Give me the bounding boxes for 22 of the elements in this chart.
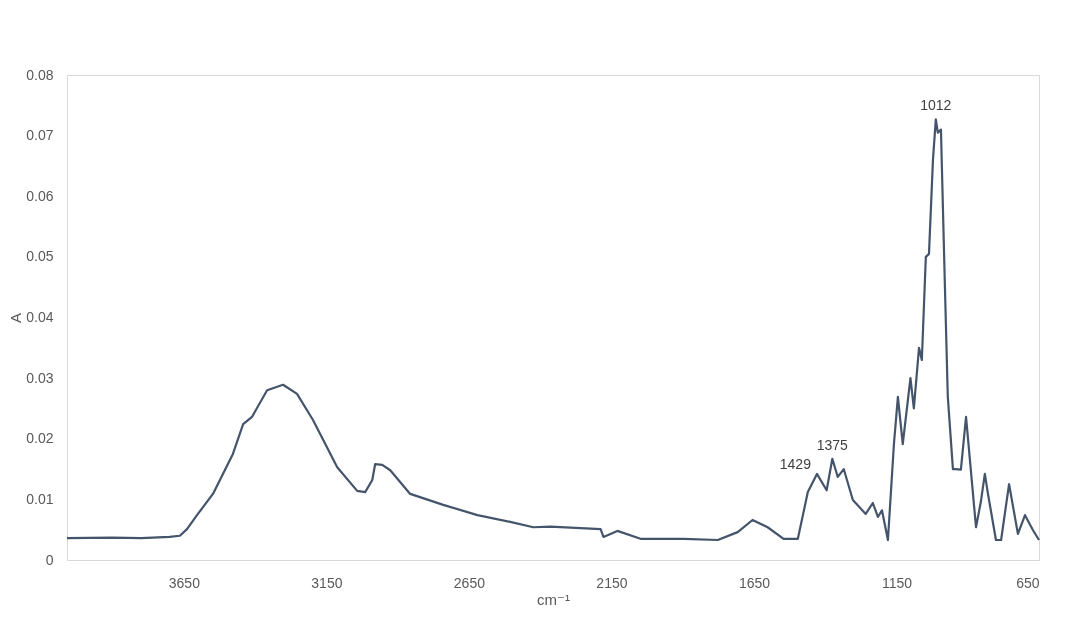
x-axis-title: cm⁻¹ [537,590,570,608]
x-tick-label: 1650 [738,574,771,591]
annotation: 1012 [920,97,952,114]
y-tick-label: 0.01 [26,490,54,507]
x-tick-label: 3650 [168,574,201,591]
y-axis-title: A [7,312,25,324]
y-tick-label: 0.02 [26,430,54,447]
line-series [65,118,1041,542]
annotation: 1429 [779,455,812,472]
x-tick-label: 1150 [881,574,913,591]
x-tick-label: 650 [1016,574,1040,591]
y-tick-label: 0.03 [26,369,54,386]
x-tick-label: 2150 [596,574,628,591]
y-tick-label: 0.08 [26,66,54,83]
y-tick-label: 0.07 [26,127,54,144]
y-tick-label: 0.04 [26,309,54,325]
x-tick-label: 3150 [311,574,343,591]
y-tick-label: 0.05 [26,248,54,265]
y-tick-label: 0.06 [26,187,54,204]
x-tick-label: 2650 [453,574,486,591]
y-tick-label: 0 [45,551,54,568]
annotation: 1375 [816,436,849,453]
